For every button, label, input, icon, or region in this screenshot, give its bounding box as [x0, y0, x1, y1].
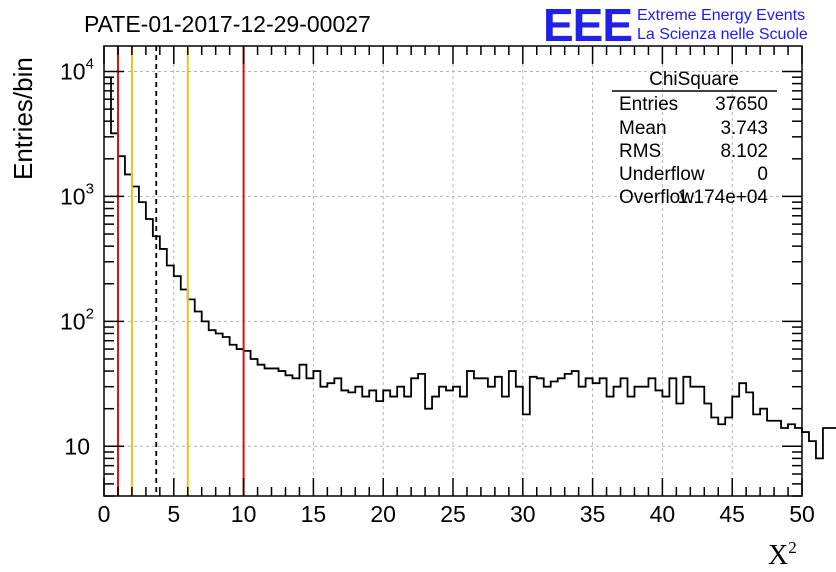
stats-entries-value: 37650 [715, 94, 768, 115]
x-tick-label: 45 [719, 501, 745, 527]
eee-logo-mark: EEE [543, 0, 632, 51]
y-tick-label-exponent: 3 [86, 180, 94, 197]
eee-logo-line1: Extreme Energy Events [637, 7, 805, 24]
y-tick-label-base: 10 [60, 308, 86, 334]
x-tick-labels: 0 5 10 15 20 25 30 35 40 45 50 [98, 501, 815, 527]
stats-mean-value: 3.743 [720, 118, 768, 139]
y-tick-label: 104 [60, 56, 94, 85]
stats-overflow-label: Overflow [619, 187, 694, 208]
x-tick-label: 40 [650, 501, 676, 527]
stats-mean-label: Mean [619, 118, 667, 139]
y-tick-label: 102 [60, 305, 94, 334]
x-tick-label: 30 [510, 501, 536, 527]
axis-ticks [103, 46, 803, 497]
x-tick-label: 20 [370, 501, 396, 527]
stats-overflow-value: 1.174e+04 [678, 187, 769, 208]
y-tick-label: 10 [64, 433, 90, 459]
histogram-series [104, 76, 836, 460]
y-tick-label: 103 [60, 180, 94, 209]
x-tick-label: 15 [301, 501, 327, 527]
stats-box-title: ChiSquare [649, 69, 739, 90]
stats-box: ChiSquare Entries 37650 Mean 3.743 RMS 8… [612, 69, 777, 208]
y-tick-label-base: 10 [60, 59, 86, 85]
grid [104, 46, 802, 496]
eee-logo-line2: La Scienza nelle Scuole [637, 26, 808, 43]
y-tick-label-exponent: 4 [86, 56, 94, 73]
histogram-step-line [104, 76, 836, 460]
y-tick-label-base: 10 [64, 433, 90, 459]
stats-entries-label: Entries [619, 94, 678, 115]
x-axis-title-base: X [768, 540, 788, 571]
eee-logo: EEE Extreme Energy Events La Scienza nel… [543, 0, 808, 51]
x-tick-label: 10 [231, 501, 257, 527]
stats-underflow-label: Underflow [619, 164, 705, 185]
x-axis-title-exponent: 2 [788, 538, 797, 557]
chart-title: PATE-01-2017-12-29-00027 [84, 11, 371, 37]
y-axis-title: Entries/bin [8, 57, 38, 180]
x-tick-label: 50 [789, 501, 815, 527]
marker-lines [116, 46, 245, 496]
y-tick-label-exponent: 2 [86, 305, 94, 322]
x-axis-title: X2 [768, 538, 797, 571]
y-tick-label-base: 10 [60, 183, 86, 209]
stats-rms-value: 8.102 [720, 141, 768, 162]
stats-underflow-value: 0 [757, 164, 768, 185]
x-tick-label: 25 [440, 501, 466, 527]
x-tick-label: 5 [167, 501, 180, 527]
x-tick-label: 35 [580, 501, 606, 527]
x-tick-label: 0 [98, 501, 111, 527]
stats-rms-label: RMS [619, 141, 661, 162]
